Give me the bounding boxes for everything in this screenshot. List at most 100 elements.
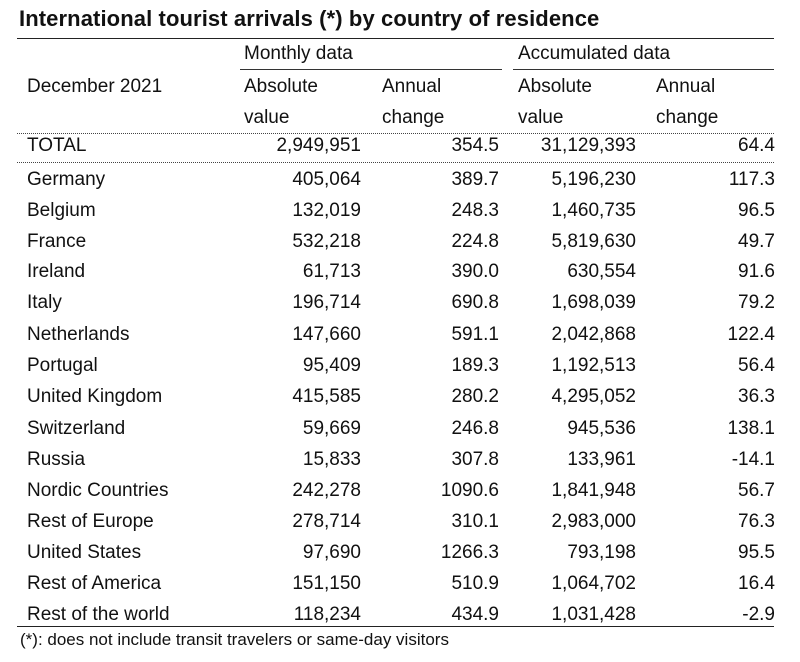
table-row: Rest of Europe 278,714 310.1 2,983,000 7… <box>0 511 800 542</box>
table-row: France 532,218 224.8 5,819,630 49.7 <box>0 231 800 262</box>
accumulated-change: 91.6 <box>738 261 775 282</box>
monthly-change: 310.1 <box>451 511 499 532</box>
monthly-absolute: 147,660 <box>292 324 361 345</box>
top-rule <box>17 38 774 39</box>
table-row: Portugal 95,409 189.3 1,192,513 56.4 <box>0 355 800 386</box>
accumulated-change: 56.7 <box>738 480 775 501</box>
accumulated-absolute: 133,961 <box>567 449 636 470</box>
country-name: Nordic Countries <box>27 480 169 501</box>
accumulated-absolute: 945,536 <box>567 418 636 439</box>
accumulated-absolute: 5,196,230 <box>551 169 636 190</box>
monthly-change: 224.8 <box>451 231 499 252</box>
total-accumulated-change: 64.4 <box>738 135 775 156</box>
monthly-absolute: 132,019 <box>292 200 361 221</box>
header-accumulated-group: Accumulated data <box>518 43 671 64</box>
header-monthly-change-line1: Annual <box>382 76 442 97</box>
total-divider <box>17 162 774 163</box>
country-name: Russia <box>27 449 86 470</box>
country-name: Rest of America <box>27 573 162 594</box>
table-row: Belgium 132,019 248.3 1,460,735 96.5 <box>0 200 800 231</box>
accumulated-change: -2.9 <box>742 604 775 625</box>
bottom-rule <box>17 626 774 627</box>
country-name: Ireland <box>27 261 86 282</box>
monthly-absolute: 405,064 <box>292 169 361 190</box>
table-row: United Kingdom 415,585 280.2 4,295,052 3… <box>0 386 800 417</box>
country-name: Switzerland <box>27 418 126 439</box>
accumulated-change: 49.7 <box>738 231 775 252</box>
header-monthly-absolute-line2: value <box>244 107 290 128</box>
monthly-group-rule <box>240 69 502 70</box>
footnote: (*): does not include transit travelers … <box>20 630 449 649</box>
monthly-absolute: 95,409 <box>302 355 361 376</box>
monthly-change: 591.1 <box>451 324 499 345</box>
monthly-change: 248.3 <box>451 200 499 221</box>
accumulated-change: 79.2 <box>738 292 775 313</box>
accumulated-absolute: 1,698,039 <box>551 292 636 313</box>
table-row: Nordic Countries 242,278 1090.6 1,841,94… <box>0 480 800 511</box>
country-name: Italy <box>27 292 62 313</box>
monthly-change: 510.9 <box>451 573 499 594</box>
monthly-change: 280.2 <box>451 386 499 407</box>
country-name: Portugal <box>27 355 98 376</box>
monthly-change: 434.9 <box>451 604 499 625</box>
country-name: Germany <box>27 169 106 190</box>
table-row: Russia 15,833 307.8 133,961 -14.1 <box>0 449 800 480</box>
monthly-change: 1090.6 <box>440 480 499 501</box>
header-accumulated-change-line2: change <box>656 107 719 128</box>
accumulated-change: 36.3 <box>738 386 775 407</box>
table-row: Netherlands 147,660 591.1 2,042,868 122.… <box>0 324 800 355</box>
country-name: Rest of the world <box>27 604 170 625</box>
monthly-absolute: 61,713 <box>302 261 361 282</box>
monthly-change: 1266.3 <box>440 542 499 563</box>
monthly-change: 189.3 <box>451 355 499 376</box>
monthly-change: 246.8 <box>451 418 499 439</box>
accumulated-change: 95.5 <box>738 542 775 563</box>
monthly-change: 390.0 <box>451 261 499 282</box>
accumulated-change: -14.1 <box>731 449 775 470</box>
accumulated-absolute: 1,192,513 <box>551 355 636 376</box>
monthly-absolute: 242,278 <box>292 480 361 501</box>
accumulated-change: 96.5 <box>738 200 775 221</box>
table-row: Italy 196,714 690.8 1,698,039 79.2 <box>0 292 800 323</box>
monthly-absolute: 196,714 <box>292 292 361 313</box>
total-row: TOTAL 2,949,951 354.5 31,129,393 64.4 <box>0 135 800 166</box>
header-divider <box>17 133 774 134</box>
country-name: United States <box>27 542 142 563</box>
header-accumulated-absolute-line1: Absolute <box>518 76 592 97</box>
accumulated-absolute: 630,554 <box>567 261 636 282</box>
monthly-change: 389.7 <box>451 169 499 190</box>
monthly-change: 307.8 <box>451 449 499 470</box>
monthly-absolute: 59,669 <box>302 418 361 439</box>
accumulated-change: 76.3 <box>738 511 775 532</box>
table-row: Ireland 61,713 390.0 630,554 91.6 <box>0 261 800 292</box>
monthly-absolute: 415,585 <box>292 386 361 407</box>
table-row: United States 97,690 1266.3 793,198 95.5 <box>0 542 800 573</box>
monthly-absolute: 15,833 <box>302 449 361 470</box>
accumulated-absolute: 1,031,428 <box>551 604 636 625</box>
accumulated-change: 117.3 <box>728 169 775 190</box>
accumulated-absolute: 1,460,735 <box>551 200 636 221</box>
accumulated-change: 122.4 <box>727 324 775 345</box>
header-monthly-absolute-line1: Absolute <box>244 76 318 97</box>
country-name: Netherlands <box>27 324 130 345</box>
total-monthly-change: 354.5 <box>451 135 499 156</box>
country-name: United Kingdom <box>27 386 163 407</box>
monthly-absolute: 97,690 <box>302 542 361 563</box>
header-accumulated-absolute-line2: value <box>518 107 564 128</box>
table-title: International tourist arrivals (*) by co… <box>19 6 600 31</box>
monthly-absolute: 118,234 <box>293 604 361 625</box>
country-name: Belgium <box>27 200 96 221</box>
accumulated-absolute: 5,819,630 <box>551 231 636 252</box>
accumulated-change: 56.4 <box>738 355 775 376</box>
table-row: Rest of America 151,150 510.9 1,064,702 … <box>0 573 800 604</box>
accumulated-absolute: 2,042,868 <box>551 324 636 345</box>
monthly-absolute: 151,150 <box>292 573 361 594</box>
accumulated-absolute: 1,841,948 <box>551 480 636 501</box>
header-accumulated-change-line1: Annual <box>656 76 716 97</box>
accumulated-absolute: 4,295,052 <box>551 386 636 407</box>
header-period: December 2021 <box>27 76 163 97</box>
accumulated-absolute: 793,198 <box>567 542 636 563</box>
header-monthly-change-line2: change <box>382 107 445 128</box>
monthly-absolute: 532,218 <box>292 231 361 252</box>
total-accumulated-absolute: 31,129,393 <box>540 135 636 156</box>
